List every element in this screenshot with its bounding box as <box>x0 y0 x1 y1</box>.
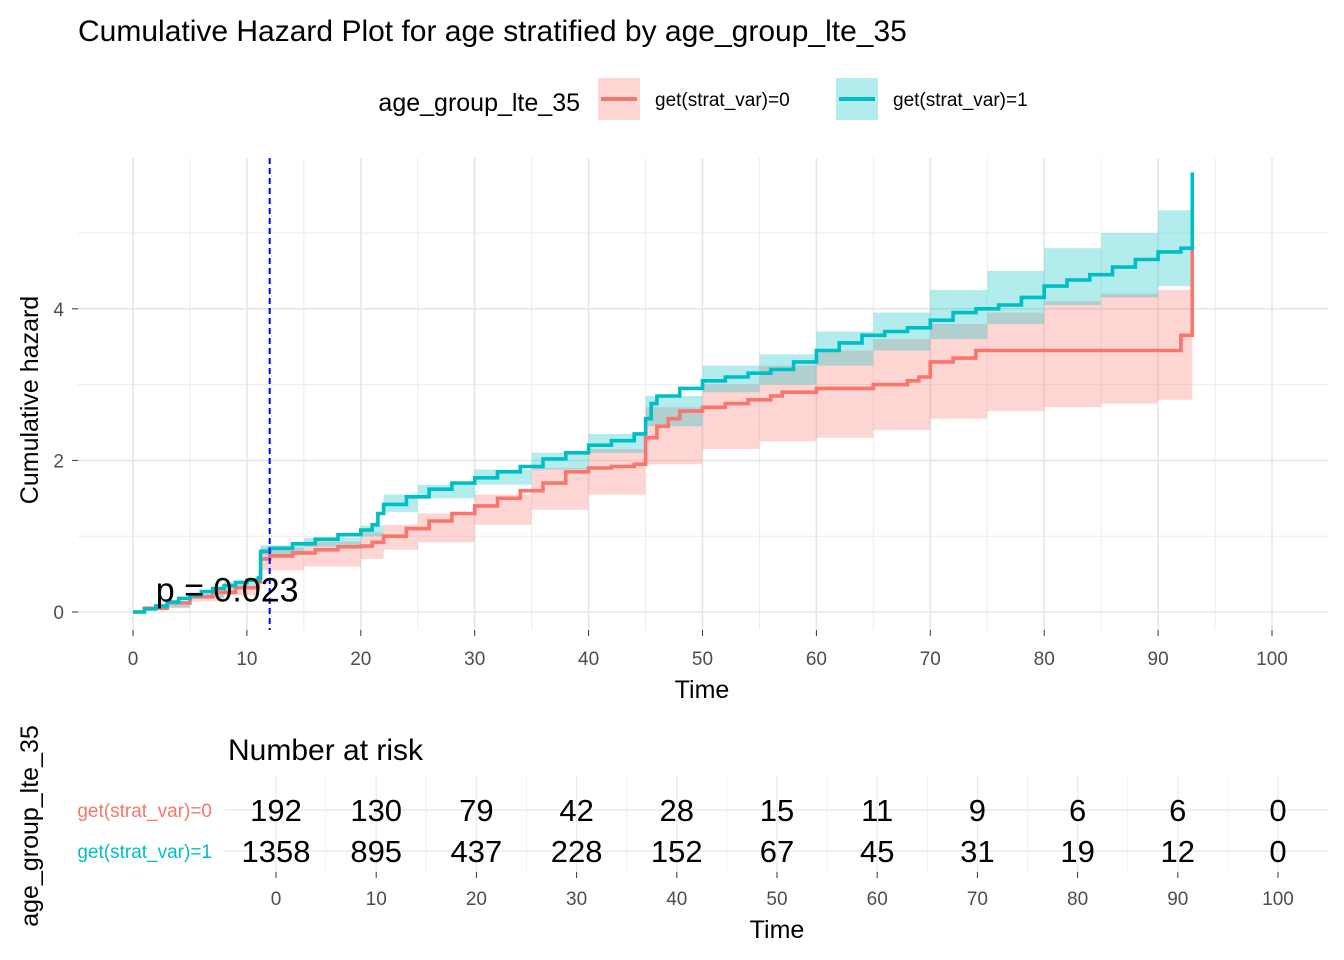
risk-x-tick-label: 70 <box>967 889 988 910</box>
risk-count: 152 <box>651 834 703 869</box>
risk-x-tick-label: 40 <box>666 889 687 910</box>
x-tick-label: 60 <box>806 649 827 670</box>
risk-count: 28 <box>660 793 694 828</box>
risk-x-tick-label: 30 <box>566 889 587 910</box>
risk-count: 19 <box>1060 834 1094 869</box>
x-tick-label: 30 <box>464 649 485 670</box>
hazard-step-line <box>133 172 1195 614</box>
risk-row-label: get(strat_var)=1 <box>77 842 212 863</box>
risk-count: 9 <box>969 793 986 828</box>
legend: age_group_lte_35 get(strat_var)=0 get(stra… <box>378 78 1028 120</box>
x-tick-label: 70 <box>920 649 941 670</box>
risk-table: Number at risk age_group_lte_35 get(strat_… <box>16 725 1328 944</box>
risk-count: 67 <box>760 834 794 869</box>
p-value-annotation: p = 0.023 <box>156 572 299 610</box>
risk-count: 79 <box>459 793 493 828</box>
y-tick-label: 0 <box>53 603 64 624</box>
legend-title: age_group_lte_35 <box>378 89 580 117</box>
risk-count: 192 <box>250 793 302 828</box>
risk-count: 45 <box>860 834 894 869</box>
confidence-band <box>133 202 1193 612</box>
risk-x-tick-label: 50 <box>766 889 787 910</box>
risk-count: 6 <box>1069 793 1086 828</box>
risk-count: 15 <box>760 793 794 828</box>
x-tick-label: 100 <box>1256 649 1288 670</box>
risk-count: 0 <box>1269 834 1286 869</box>
risk-x-tick-label: 80 <box>1067 889 1088 910</box>
legend-item: get(strat_var)=0 <box>598 78 790 120</box>
y-tick-label: 4 <box>53 300 64 321</box>
risk-x-tick-label: 60 <box>867 889 888 910</box>
risk-row-label: get(strat_var)=0 <box>77 801 212 822</box>
x-tick-label: 20 <box>350 649 371 670</box>
x-tick-label: 0 <box>128 649 139 670</box>
risk-x-tick-label: 20 <box>466 889 487 910</box>
confidence-band <box>133 244 1193 612</box>
risk-count: 42 <box>559 793 593 828</box>
risk-table-title: Number at risk <box>228 734 424 767</box>
x-axis: 0 10 20 30 40 50 60 70 80 90 100 <box>128 630 1288 670</box>
y-axis: 0 2 4 <box>53 300 78 624</box>
risk-count: 1358 <box>242 834 311 869</box>
y-axis-title: Cumulative hazard <box>16 296 44 504</box>
hazard-step-line <box>133 248 1195 614</box>
x-tick-label: 40 <box>578 649 599 670</box>
chart-title: Cumulative Hazard Plot for age stratifie… <box>78 15 907 48</box>
x-tick-label: 90 <box>1148 649 1169 670</box>
legend-item: get(strat_var)=1 <box>836 78 1028 120</box>
risk-count: 31 <box>960 834 994 869</box>
legend-label: get(strat_var)=0 <box>655 90 790 111</box>
x-tick-label: 50 <box>692 649 713 670</box>
grid <box>78 158 1328 630</box>
y-tick-label: 2 <box>53 451 64 472</box>
x-axis-title: Time <box>675 676 730 704</box>
risk-count: 11 <box>861 793 893 828</box>
risk-x-tick-label: 90 <box>1167 889 1188 910</box>
legend-label: get(strat_var)=1 <box>893 90 1028 111</box>
risk-count: 6 <box>1169 793 1186 828</box>
risk-count: 437 <box>451 834 503 869</box>
x-tick-label: 80 <box>1034 649 1055 670</box>
risk-count: 228 <box>551 834 603 869</box>
risk-x-tick-label: 0 <box>271 889 282 910</box>
risk-count: 130 <box>350 793 402 828</box>
risk-x-axis-title: Time <box>750 916 805 944</box>
risk-y-axis-title: age_group_lte_35 <box>16 725 44 927</box>
risk-x-tick-label: 10 <box>366 889 387 910</box>
risk-x-tick-label: 100 <box>1262 889 1294 910</box>
risk-count: 0 <box>1269 793 1286 828</box>
x-tick-label: 10 <box>236 649 257 670</box>
risk-count: 12 <box>1161 834 1195 869</box>
risk-count: 895 <box>350 834 402 869</box>
